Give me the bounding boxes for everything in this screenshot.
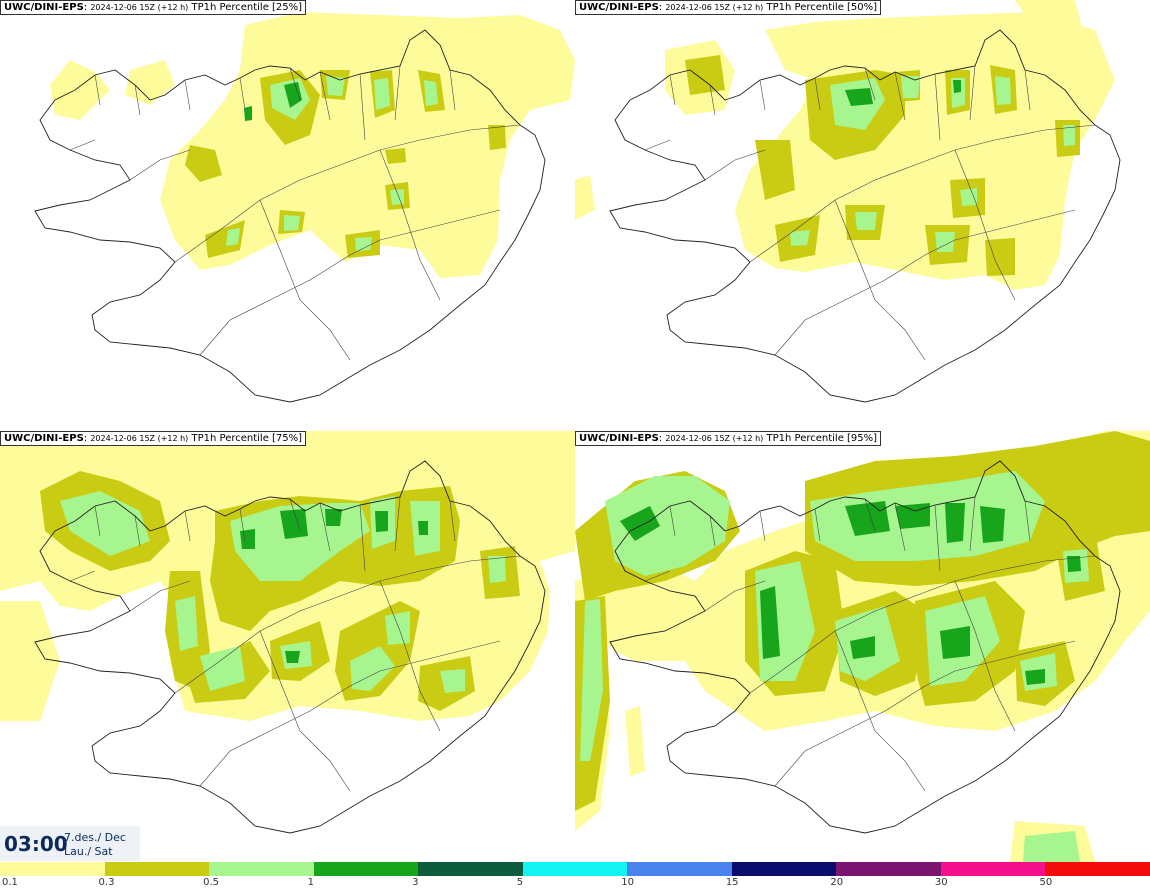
legend-tick-label: 0.1 [2, 877, 18, 888]
map-panel-p75: UWC/DINI-EPS: 2024-12-06 15Z (+12 h) TP1… [0, 431, 575, 862]
map-panel-p50: UWC/DINI-EPS: 2024-12-06 15Z (+12 h) TP1… [575, 0, 1150, 431]
valid-weekday: Lau./ Sat [64, 845, 113, 858]
legend-tick-label: 50 [1039, 877, 1053, 888]
precip-map [0, 431, 575, 834]
run-time: 2024-12-06 15Z (+12 h) [90, 3, 189, 12]
legend-tick-label: 20 [830, 877, 844, 888]
legend-color-swatch [1045, 862, 1150, 876]
legend-color-swatch [313, 862, 419, 876]
precip-map [575, 431, 1150, 862]
run-time: 2024-12-06 15Z (+12 h) [665, 434, 764, 443]
color-scale-legend: 0.1 0.3 0.5 1 3 5 10 15 20 30 50 [0, 862, 1150, 891]
product-name: TP1h Percentile [50%] [766, 2, 878, 13]
product-name: TP1h Percentile [95%] [766, 433, 878, 444]
legend-color-swatch [731, 862, 837, 876]
valid-time-clock: 03:00 [4, 832, 68, 856]
legend-tick-label: 10 [621, 877, 634, 888]
valid-time-box: 03:00 7.des./ Dec Lau./ Sat [0, 826, 140, 861]
legend-color-swatch [104, 862, 210, 876]
valid-date: 7.des./ Dec [64, 831, 126, 844]
run-time: 2024-12-06 15Z (+12 h) [665, 3, 764, 12]
panel-title: UWC/DINI-EPS: 2024-12-06 15Z (+12 h) TP1… [0, 431, 307, 446]
legend-color-swatch [418, 862, 523, 876]
map-panel-p25: UWC/DINI-EPS: 2024-12-06 15Z (+12 h) TP1… [0, 0, 575, 431]
legend-color-swatch [522, 862, 628, 876]
panel-title: UWC/DINI-EPS: 2024-12-06 15Z (+12 h) TP1… [575, 0, 882, 15]
legend-tick-label: 0.5 [203, 877, 219, 888]
legend-tick-label: 5 [516, 877, 524, 888]
legend-color-swatch [209, 862, 314, 876]
legend-color-swatch [627, 862, 732, 876]
model-name: UWC/DINI-EPS [4, 433, 84, 444]
legend-color-swatch [940, 862, 1046, 876]
panel-title: UWC/DINI-EPS: 2024-12-06 15Z (+12 h) TP1… [0, 0, 307, 15]
legend-color-swatch [0, 862, 105, 876]
model-name: UWC/DINI-EPS [4, 2, 84, 13]
model-name: UWC/DINI-EPS [579, 2, 659, 13]
precip-map [34, 12, 575, 403]
model-name: UWC/DINI-EPS [579, 433, 659, 444]
precip-map [575, 0, 1121, 403]
legend-tick-label: 30 [934, 877, 948, 888]
product-name: TP1h Percentile [75%] [191, 433, 303, 444]
legend-tick-label: 1 [307, 877, 314, 888]
legend-tick-label: 3 [412, 877, 419, 888]
product-name: TP1h Percentile [25%] [191, 2, 303, 13]
map-panel-p95: UWC/DINI-EPS: 2024-12-06 15Z (+12 h) TP1… [575, 431, 1150, 862]
legend-tick-label: 15 [725, 877, 739, 888]
legend-color-swatch [836, 862, 941, 876]
panel-title: UWC/DINI-EPS: 2024-12-06 15Z (+12 h) TP1… [575, 431, 882, 446]
run-time: 2024-12-06 15Z (+12 h) [90, 434, 189, 443]
legend-tick-label: 0.3 [98, 877, 115, 888]
color-scale-bar [0, 862, 1150, 876]
